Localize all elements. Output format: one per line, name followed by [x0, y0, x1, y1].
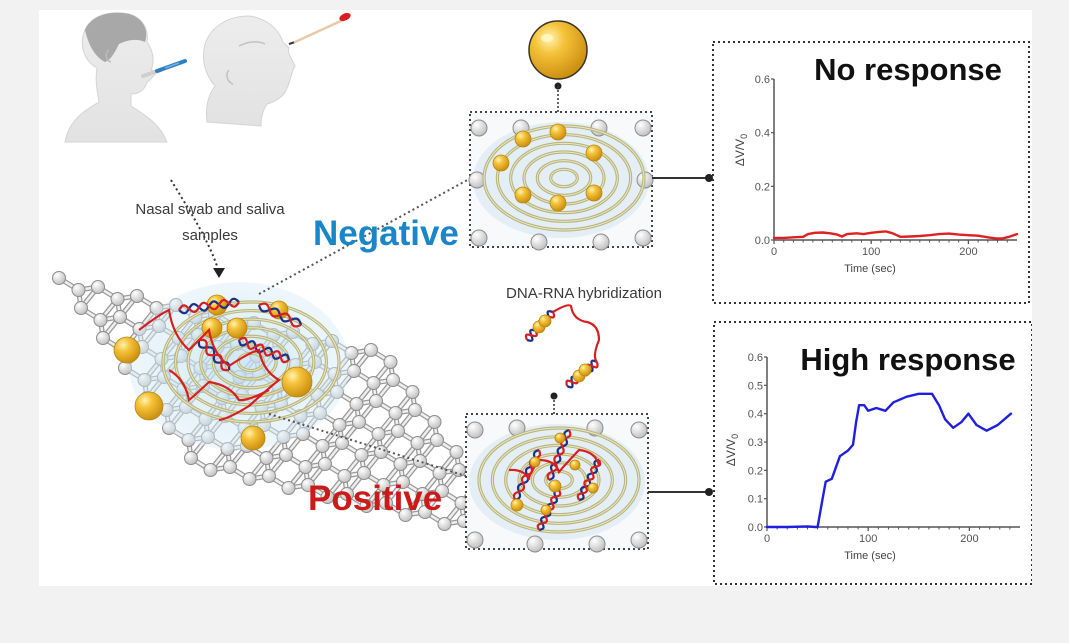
chart-title: High response	[800, 342, 1015, 377]
y-tick-label: 0.6	[748, 352, 763, 364]
chart-frame-no-response	[712, 41, 1030, 304]
x-tick-label: 200	[960, 533, 978, 545]
positive-inset	[465, 304, 713, 553]
chart-title: No response	[814, 52, 1002, 87]
sample-caption-line1: Nasal swab and saliva	[135, 201, 285, 218]
y-tick-label: 0.3	[748, 437, 763, 449]
figure-svg: Nasal swab and saliva samples Negative P…	[52, 12, 1032, 585]
x-tick-label: 0	[771, 246, 777, 258]
chart-no-response: No response Time (sec) 0 100 200 0.0 0.2 0.4 0…	[733, 52, 1019, 275]
sample-caption-line2: samples	[182, 227, 238, 244]
series-line-positive	[765, 392, 1013, 529]
figure-canvas: Nasal swab and saliva samples Negative P…	[39, 10, 1032, 586]
x-axis-label: Time (sec)	[844, 263, 896, 275]
negative-label: Negative	[313, 214, 459, 253]
interdigitated-electrode	[161, 300, 341, 424]
y-axis-label: ΔV/V0	[733, 134, 749, 166]
y-tick-label: 0.6	[755, 74, 770, 86]
negative-inset	[468, 20, 713, 251]
connector-negative	[258, 177, 472, 295]
sensor-device	[113, 282, 349, 451]
sample-arrow	[170, 179, 225, 278]
positive-label: Positive	[308, 479, 442, 518]
y-tick-label: 0.4	[748, 409, 763, 421]
x-tick-label: 200	[959, 246, 977, 258]
y-tick-label: 0.1	[748, 494, 763, 506]
series-line-negative	[772, 230, 1019, 240]
x-tick-label: 100	[859, 533, 877, 545]
y-tick-label: 0.0	[748, 522, 763, 534]
x-axis-label: Time (sec)	[844, 550, 896, 562]
saliva-swab-icon	[141, 59, 187, 78]
y-tick-label: 0.0	[755, 235, 770, 247]
y-tick-label: 0.2	[755, 181, 770, 193]
hybridization-label: DNA-RNA hybridization	[506, 285, 662, 302]
x-tick-label: 100	[862, 246, 880, 258]
y-tick-label: 0.4	[755, 128, 770, 140]
gold-nanoparticle-icon	[528, 20, 588, 80]
person-nasal-icon	[202, 12, 351, 127]
y-axis-label: ΔV/V0	[724, 434, 740, 466]
y-tick-label: 0.5	[748, 380, 763, 392]
y-tick-label: 0.2	[748, 465, 763, 477]
dna-rna-strands	[138, 297, 303, 422]
nasal-swab-icon	[288, 12, 351, 45]
x-tick-label: 0	[764, 533, 770, 545]
dna-rna-hybrid-icon	[524, 304, 601, 389]
person-saliva-icon	[64, 12, 187, 143]
chart-high-response: High response Time (sec) 0 100 200 0.0 0.1 0.…	[724, 342, 1020, 562]
